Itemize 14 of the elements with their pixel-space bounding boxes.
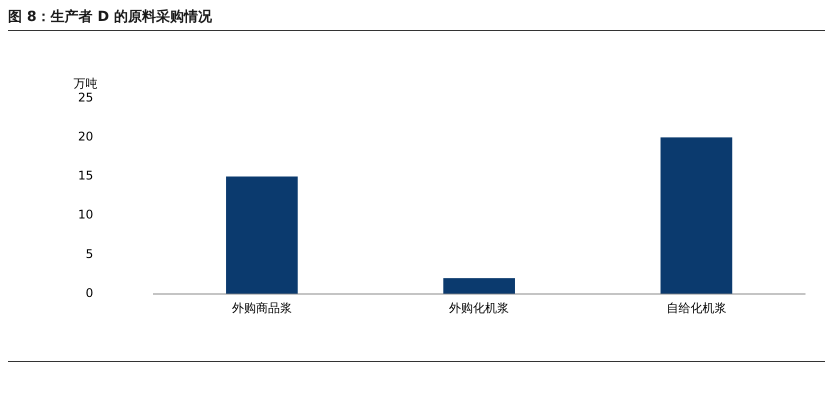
y-tick-label: 0	[86, 286, 94, 300]
x-tick-label: 自给化机浆	[666, 301, 726, 316]
y-tick-label: 20	[78, 129, 94, 144]
y-tick-label: 10	[78, 208, 94, 222]
bar	[660, 137, 732, 294]
x-tick-label: 外购商品浆	[232, 301, 292, 316]
y-axis-title: 万吨	[74, 76, 98, 90]
y-tick-label: 15	[78, 168, 94, 183]
bar	[443, 278, 515, 294]
y-tick-label: 5	[86, 246, 94, 261]
x-tick-label: 外购化机浆	[449, 301, 510, 316]
y-tick-label: 25	[78, 90, 94, 104]
bar	[226, 176, 298, 294]
chart-title: 图 8：生产者 D 的原料采购情况	[8, 8, 825, 31]
